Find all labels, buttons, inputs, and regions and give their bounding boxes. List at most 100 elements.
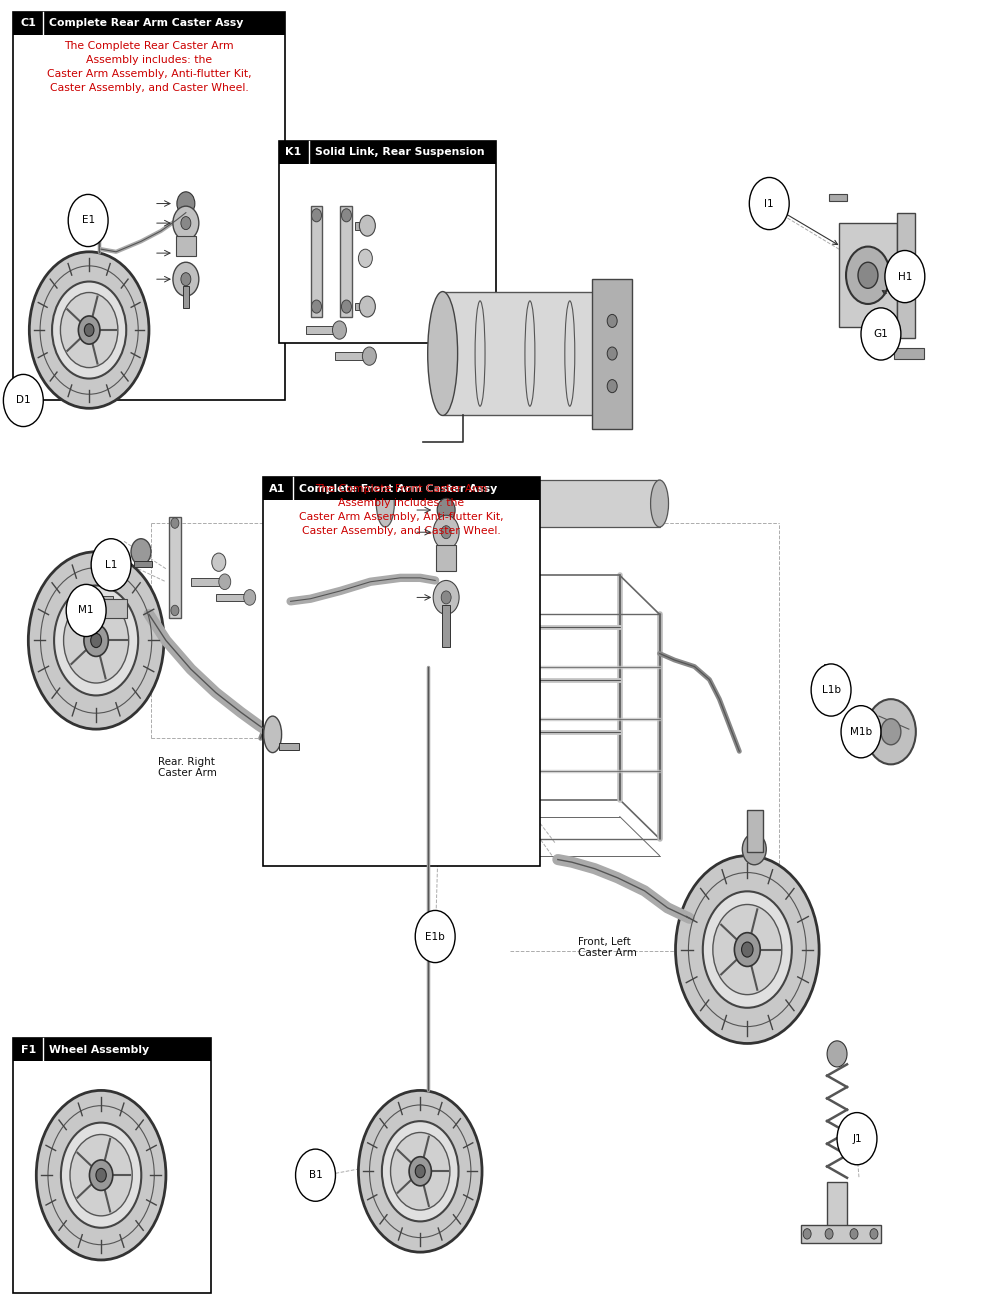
Circle shape <box>212 553 226 571</box>
Ellipse shape <box>428 291 458 416</box>
Circle shape <box>219 574 231 589</box>
Circle shape <box>866 699 916 765</box>
Circle shape <box>433 580 459 614</box>
Circle shape <box>78 316 100 344</box>
Circle shape <box>28 552 164 729</box>
Ellipse shape <box>264 716 282 753</box>
Bar <box>99 599 127 618</box>
Bar <box>279 141 496 344</box>
Bar <box>169 516 181 618</box>
Text: G1: G1 <box>874 329 888 339</box>
Circle shape <box>885 251 925 303</box>
Circle shape <box>841 706 881 758</box>
Text: Complete Front Arm Caster Assy: Complete Front Arm Caster Assy <box>299 484 497 494</box>
Circle shape <box>244 589 256 605</box>
Circle shape <box>415 911 455 962</box>
Text: The Complete Front Caster Arm
Assembly includes: the
Caster Arm Assembly, Anti-f: The Complete Front Caster Arm Assembly i… <box>299 484 504 536</box>
Text: K1: K1 <box>285 148 302 157</box>
Circle shape <box>36 1090 166 1260</box>
Circle shape <box>61 1123 141 1227</box>
Circle shape <box>312 301 321 314</box>
Circle shape <box>177 192 195 216</box>
Circle shape <box>341 301 351 314</box>
Text: L1b: L1b <box>822 685 841 695</box>
Bar <box>335 352 367 359</box>
Bar <box>311 207 322 318</box>
Bar <box>839 223 897 328</box>
Bar <box>827 1182 847 1227</box>
Circle shape <box>382 1121 459 1222</box>
Circle shape <box>437 498 455 521</box>
Circle shape <box>296 1149 335 1201</box>
Circle shape <box>52 281 126 379</box>
Text: Wheel Assembly: Wheel Assembly <box>49 1044 149 1055</box>
Circle shape <box>391 1132 450 1210</box>
Bar <box>443 291 597 416</box>
Text: Rear. Right
Caster Arm: Rear. Right Caster Arm <box>158 757 217 778</box>
Bar <box>442 605 450 647</box>
Circle shape <box>84 324 94 336</box>
Circle shape <box>312 209 321 222</box>
Circle shape <box>676 856 819 1043</box>
Bar <box>355 303 367 311</box>
Bar <box>801 1225 881 1243</box>
Text: F1: F1 <box>21 1044 36 1055</box>
Bar <box>263 477 540 501</box>
Circle shape <box>825 1229 833 1239</box>
Circle shape <box>881 719 901 745</box>
Circle shape <box>91 538 131 591</box>
Bar <box>183 286 189 308</box>
Circle shape <box>171 605 179 616</box>
Circle shape <box>358 250 372 268</box>
Circle shape <box>846 247 890 305</box>
Circle shape <box>607 315 617 328</box>
Circle shape <box>3 374 43 426</box>
Circle shape <box>742 834 766 865</box>
Circle shape <box>84 625 108 656</box>
Text: Solid Link, Rear Suspension: Solid Link, Rear Suspension <box>315 148 484 157</box>
Bar <box>592 278 632 429</box>
Text: C1: C1 <box>20 18 36 29</box>
Bar <box>134 561 152 567</box>
Bar <box>13 12 285 400</box>
Bar <box>897 213 915 339</box>
Bar <box>355 222 367 230</box>
Circle shape <box>441 591 451 604</box>
Circle shape <box>415 1165 425 1178</box>
Circle shape <box>749 178 789 230</box>
Circle shape <box>734 933 760 966</box>
Bar <box>829 195 847 201</box>
Text: J1: J1 <box>852 1133 862 1144</box>
Bar <box>894 348 924 358</box>
Bar <box>436 545 456 571</box>
Circle shape <box>96 1168 106 1182</box>
Circle shape <box>68 195 108 247</box>
Text: E1b: E1b <box>425 932 445 941</box>
Circle shape <box>362 346 376 365</box>
Bar <box>263 477 540 867</box>
Circle shape <box>870 1229 878 1239</box>
Bar <box>216 593 248 601</box>
Circle shape <box>64 597 129 684</box>
Ellipse shape <box>651 480 669 527</box>
Bar <box>191 578 223 586</box>
Circle shape <box>173 207 199 240</box>
Circle shape <box>66 584 106 637</box>
Ellipse shape <box>376 480 394 527</box>
Circle shape <box>441 525 451 538</box>
Bar <box>385 480 660 527</box>
Text: M1: M1 <box>78 605 94 616</box>
Circle shape <box>332 322 346 340</box>
Circle shape <box>171 518 179 528</box>
Text: Complete Rear Arm Caster Assy: Complete Rear Arm Caster Assy <box>49 18 244 29</box>
Bar <box>13 1038 211 1293</box>
Text: D1: D1 <box>16 396 31 405</box>
Bar <box>13 12 285 35</box>
Circle shape <box>409 1157 431 1185</box>
Circle shape <box>433 515 459 549</box>
Circle shape <box>861 308 901 359</box>
Bar <box>279 744 299 750</box>
Text: Front, Left
Caster Arm: Front, Left Caster Arm <box>578 937 637 958</box>
Circle shape <box>341 209 351 222</box>
Circle shape <box>181 273 191 286</box>
